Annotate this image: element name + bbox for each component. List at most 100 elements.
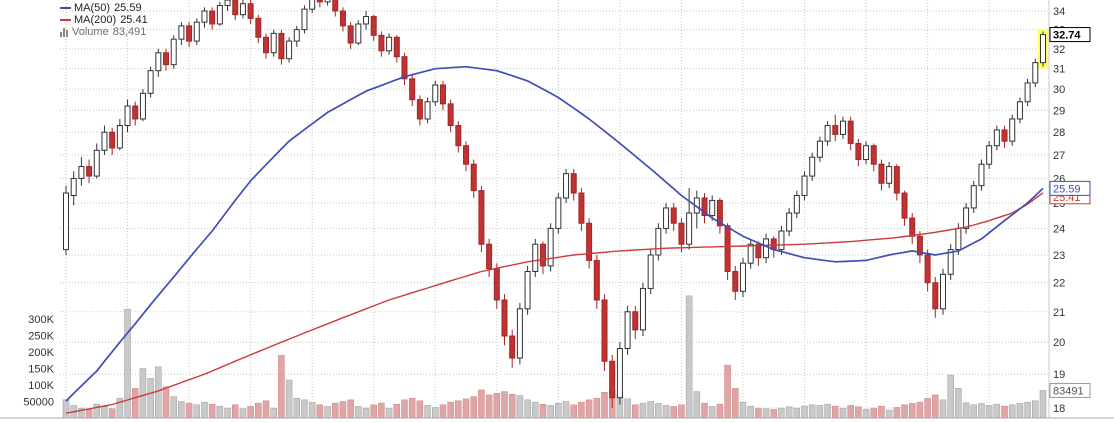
volume-bar (316, 404, 324, 419)
volume-bar (455, 400, 462, 419)
volume-bar (101, 406, 108, 419)
chart-legend: MA(50) 25.59 MA(200) 25.41 Volume 83,491 (60, 2, 148, 38)
volume-bar (401, 399, 408, 419)
volume-bar (478, 389, 485, 419)
candle-body (632, 311, 639, 331)
volume-bar (324, 406, 331, 419)
candle-body (163, 52, 170, 66)
candle-body (447, 103, 454, 127)
legend-ma200: MA(200) 25.41 (60, 14, 148, 26)
legend-ma50: MA(50) 25.59 (60, 2, 148, 14)
ma50-value-badge: 25.59 (1049, 180, 1091, 196)
candle-body (663, 207, 670, 229)
candle-body (439, 84, 446, 105)
candle-body (970, 185, 977, 209)
candle-body (824, 125, 831, 142)
volume-bar (932, 394, 939, 419)
volume-bar (355, 406, 362, 419)
candle-body (309, 0, 316, 10)
volume-bar (185, 402, 193, 419)
volume-bar (993, 403, 1001, 419)
volume-bar (255, 402, 262, 419)
candle-body (563, 173, 570, 199)
candle-body (709, 199, 716, 217)
candle-body (132, 105, 139, 120)
volume-bar (685, 295, 693, 419)
volume-bar (201, 401, 208, 419)
price-tick-label: 24 (1053, 223, 1065, 235)
ma50-line-icon (60, 7, 71, 9)
volume-bar (924, 397, 931, 419)
volume-bar (739, 401, 747, 419)
candle-body (78, 166, 85, 179)
volume-bar (301, 399, 308, 419)
volume-bar (162, 386, 170, 419)
ma200-value: 25.41 (120, 14, 148, 26)
volume-bar (885, 409, 893, 419)
volume-bar (878, 405, 885, 419)
volume-bar (85, 409, 93, 419)
volume-bar (362, 407, 370, 419)
volume-bar (231, 404, 239, 419)
svg-text:83491: 83491 (1053, 385, 1084, 397)
volume-bar (385, 407, 393, 419)
candle-body (609, 360, 616, 399)
candle-body (863, 145, 870, 161)
price-tick-label: 31 (1053, 64, 1065, 76)
volume-bar (908, 403, 916, 419)
candle-body (532, 243, 539, 272)
volume-bar (393, 403, 401, 419)
price-tick-label: 30 (1053, 84, 1065, 96)
candle-body (478, 190, 485, 245)
volume-bar (339, 401, 347, 419)
volume-bar (293, 397, 301, 419)
volume-bar (639, 402, 647, 419)
candle-body (401, 56, 408, 80)
volume-bar (601, 392, 608, 419)
candle-body (624, 311, 631, 350)
volume-bar (278, 355, 285, 419)
volume-bar (916, 401, 924, 419)
candle-body (470, 163, 477, 192)
candle-body (293, 29, 300, 42)
candle-body (870, 145, 877, 165)
candle-body (555, 197, 562, 229)
candle-body (247, 3, 254, 19)
volume-bar (832, 405, 839, 419)
candle-body (839, 120, 846, 135)
volume-bar (139, 368, 147, 419)
price-tick-label: 32 (1053, 44, 1065, 56)
volume-bar (655, 403, 662, 419)
price-tick-label: 22 (1053, 278, 1065, 290)
candle-body (570, 173, 577, 194)
candle-body (155, 52, 162, 72)
volume-bar (778, 407, 785, 419)
candle-body (639, 287, 646, 331)
volume-bar (593, 397, 601, 419)
volume-bar (247, 406, 254, 419)
ma50-line (65, 65, 1044, 402)
candle-body (432, 84, 439, 103)
candle-body (263, 36, 270, 54)
volume-bar (670, 406, 677, 419)
price-tick-label: 27 (1053, 150, 1065, 162)
volume-bar (662, 405, 670, 419)
candle-body (947, 249, 954, 275)
candle-body (893, 166, 900, 194)
price-tick-label: 28 (1053, 127, 1065, 139)
candle-body (493, 268, 500, 301)
volume-bar (378, 402, 385, 419)
volume-bar (755, 407, 762, 419)
price-tick-label: 23 (1053, 250, 1065, 262)
volume-bar (793, 407, 801, 419)
volume-bar (947, 374, 954, 419)
candle-body (509, 335, 516, 359)
volume-value: 83,491 (112, 26, 147, 38)
volume-tick-label: 100K (28, 380, 54, 392)
candle-body (101, 131, 108, 151)
volume-bar (708, 406, 716, 419)
volume-bar (347, 399, 354, 419)
candle-body (278, 32, 285, 60)
volume-bar (1024, 401, 1031, 419)
candle-body (524, 270, 531, 310)
